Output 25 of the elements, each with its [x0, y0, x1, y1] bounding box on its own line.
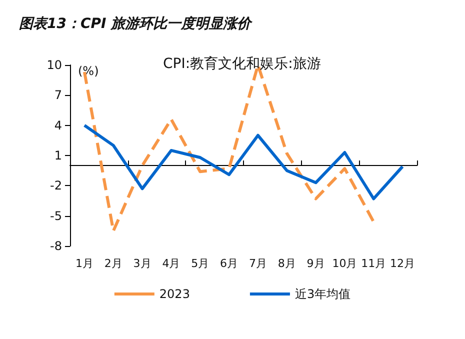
x-tick-label: 9月 [306, 257, 325, 270]
x-tick-label: 1月 [75, 257, 94, 270]
x-tick-label: 12月 [390, 257, 416, 270]
x-tick-label: 8月 [278, 257, 296, 270]
x-tick-label: 7月 [248, 257, 267, 270]
line-series [82, 124, 404, 200]
chart-subtitle: CPI:教育文化和娱乐:旅游 [163, 55, 321, 72]
y-tick-label: 10 [46, 58, 62, 72]
y-axis-title: (%) [78, 64, 99, 78]
x-tick-label: 11月 [361, 257, 386, 270]
y-tick-label: 4 [54, 118, 62, 132]
x-tick-label: 10月 [332, 257, 358, 270]
y-tick-label: -8 [50, 239, 62, 253]
y-tick-label: 1 [54, 148, 62, 162]
y-tick-label: -5 [50, 208, 62, 223]
x-tick-label: 3月 [133, 257, 152, 270]
x-tick-label: 6月 [220, 257, 238, 270]
y-tick-label: -2 [50, 178, 62, 193]
x-tick-label: 5月 [191, 257, 210, 270]
x-tick-label: 2月 [104, 257, 122, 270]
x-tick-label: 4月 [162, 257, 180, 270]
chart-title: 图表13：CPI 旅游环比一度明显涨价 [19, 15, 254, 32]
legend-label: 近3年均值 [294, 287, 351, 301]
y-tick-label: 7 [54, 88, 62, 102]
legend-label: 2023 [159, 287, 190, 301]
